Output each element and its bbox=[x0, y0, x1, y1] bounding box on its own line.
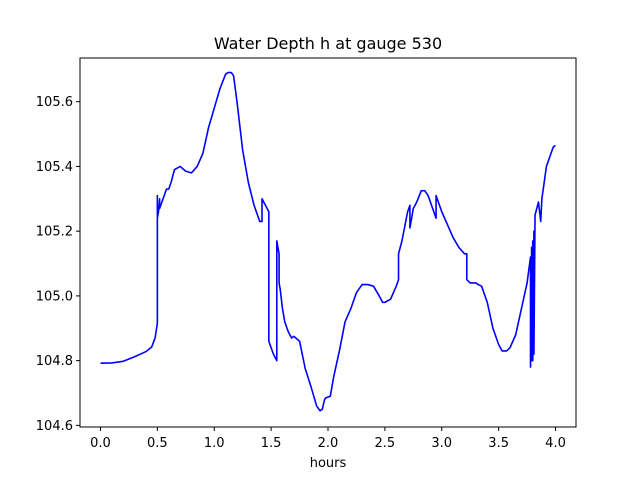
x-tick-label: 2.0 bbox=[318, 436, 339, 451]
x-tick-label: 2.5 bbox=[375, 436, 396, 451]
y-tick-label: 105.4 bbox=[36, 160, 73, 175]
x-tick-label: 4.0 bbox=[545, 436, 566, 451]
y-tick-label: 105.0 bbox=[36, 289, 73, 304]
x-tick-label: 0.5 bbox=[147, 436, 168, 451]
x-tick-label: 1.0 bbox=[204, 436, 225, 451]
series-line-0 bbox=[100, 71, 556, 412]
x-axis-label: hours bbox=[310, 456, 347, 471]
x-tick-label: 3.0 bbox=[431, 436, 452, 451]
axis-ticks: 0.0 0.5 1.0 1.5 2.0 2.5 3.0 3.5 4.0 104.6 104.8 105… bbox=[36, 95, 566, 451]
x-tick-label: 3.5 bbox=[488, 436, 509, 451]
y-tick-label: 104.6 bbox=[36, 419, 73, 434]
y-tick-label: 104.8 bbox=[36, 354, 73, 369]
x-tick-label: 0.0 bbox=[90, 436, 111, 451]
x-tick-label: 1.5 bbox=[261, 436, 282, 451]
chart-title: Water Depth h at gauge 530 bbox=[214, 34, 442, 53]
y-tick-label: 105.6 bbox=[36, 95, 73, 110]
plot-area bbox=[100, 71, 556, 412]
y-tick-label: 105.2 bbox=[36, 225, 73, 240]
plot-frame bbox=[79, 57, 577, 428]
